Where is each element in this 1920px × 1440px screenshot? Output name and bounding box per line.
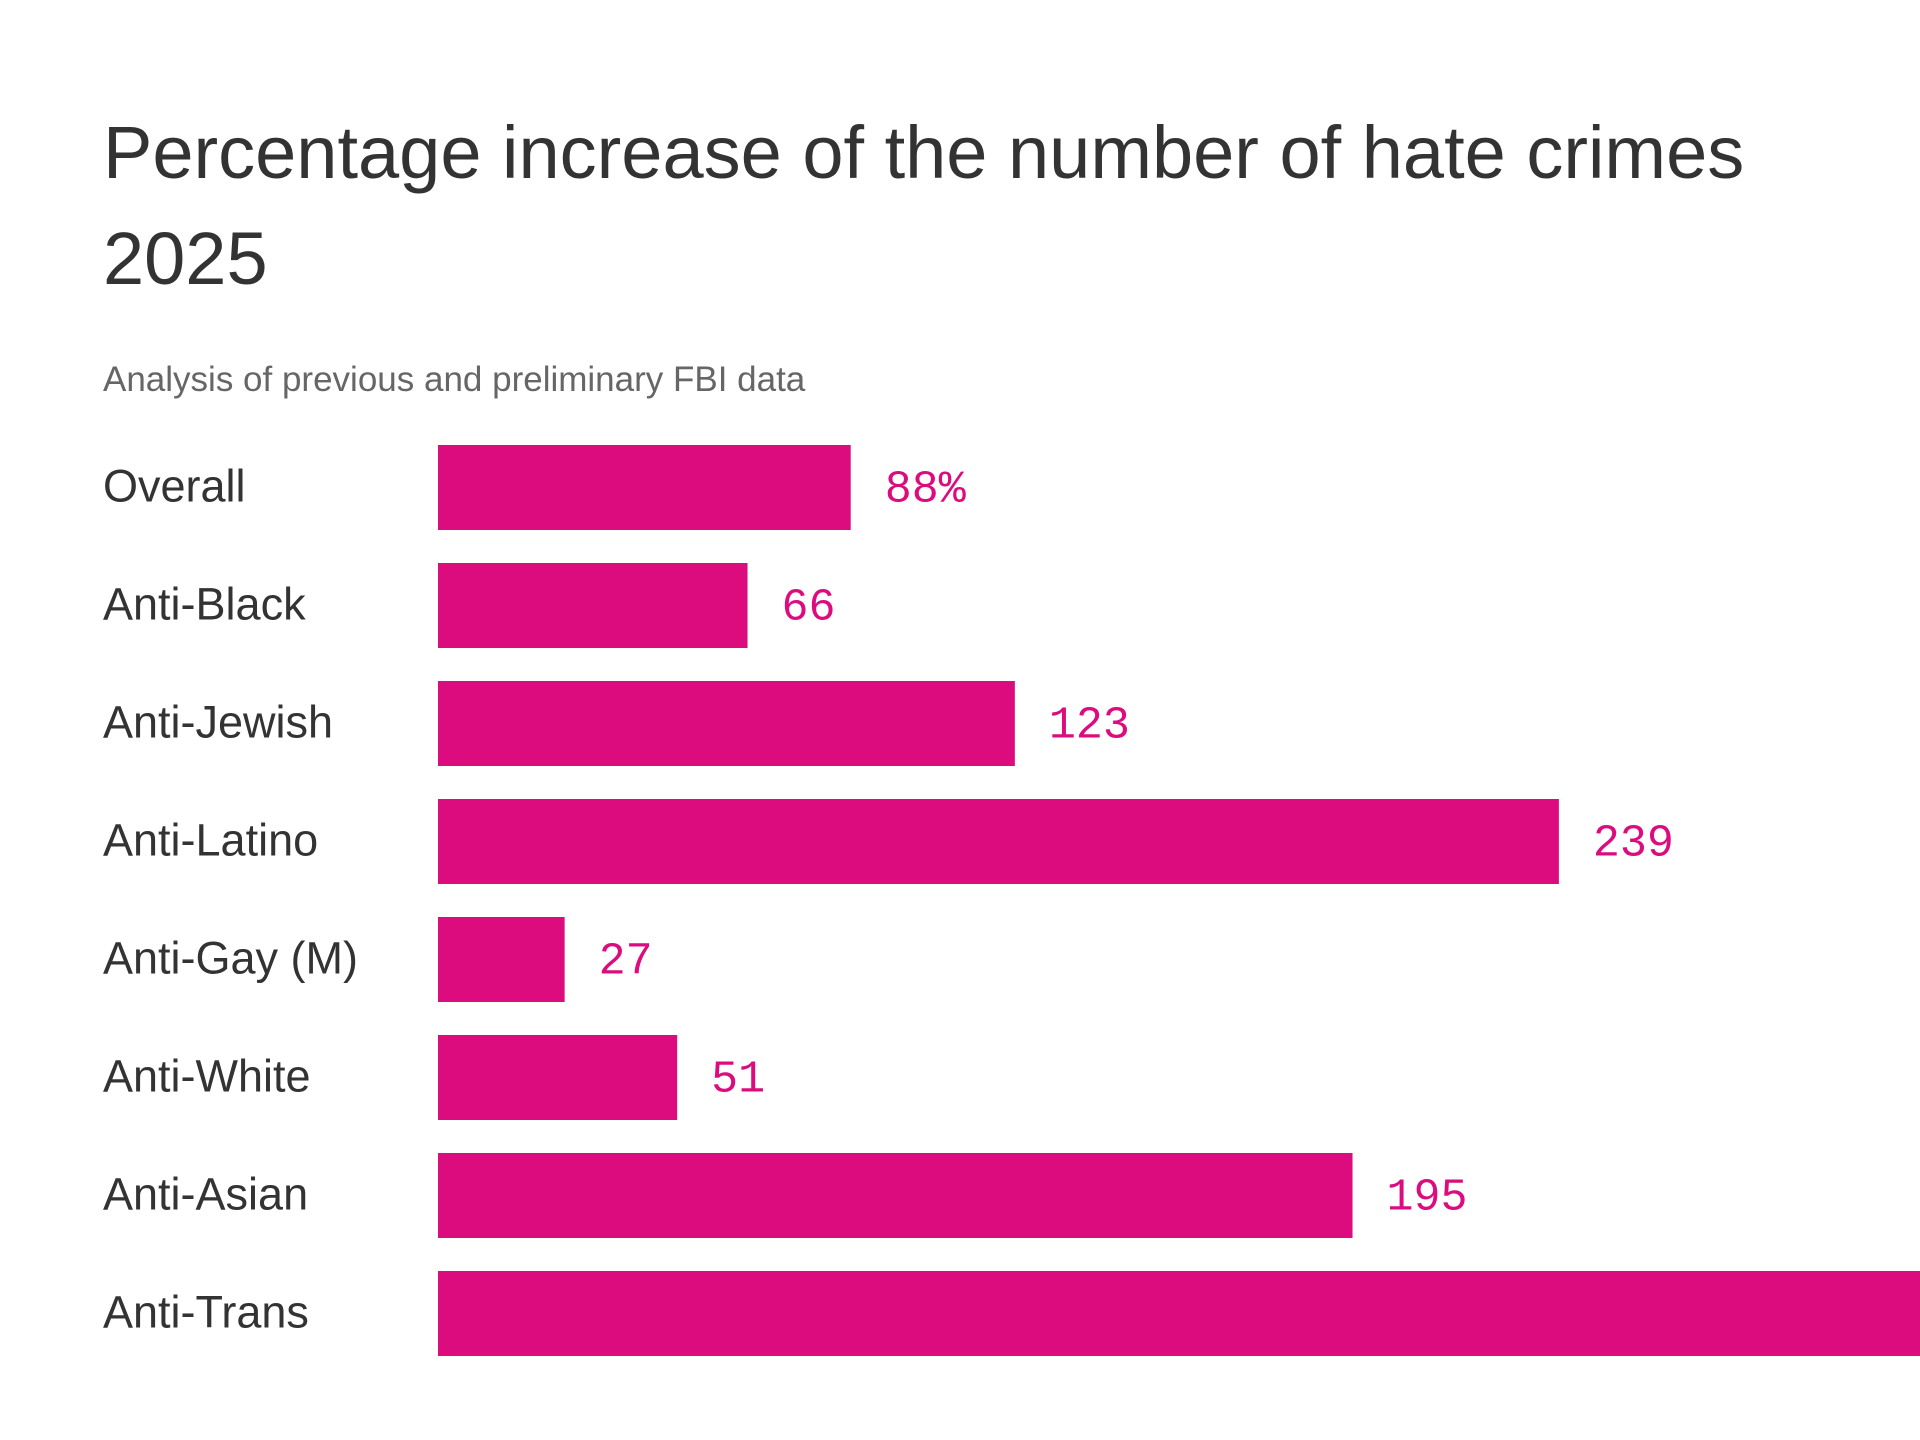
- category-label: Overall: [103, 460, 246, 511]
- bar: [438, 917, 565, 1002]
- value-label: 88%: [885, 464, 967, 515]
- value-label: 123: [1049, 700, 1130, 751]
- chart-subtitle: Analysis of previous and preliminary FBI…: [103, 360, 806, 399]
- bar: [438, 445, 851, 530]
- bar: [438, 1153, 1353, 1238]
- value-label: 66: [782, 582, 836, 633]
- category-label: Anti-Jewish: [103, 696, 333, 747]
- category-label: Anti-Asian: [103, 1168, 308, 1219]
- chart-title: Percentage increase of the number of hat…: [103, 111, 1745, 300]
- bar: [438, 563, 748, 648]
- category-label: Anti-Latino: [103, 814, 318, 865]
- value-label: 51: [711, 1054, 765, 1105]
- category-label: Anti-Black: [103, 578, 306, 629]
- category-label: Anti-Trans: [103, 1286, 309, 1337]
- bar: [438, 1271, 1920, 1356]
- value-label: 239: [1593, 818, 1674, 869]
- bar: [438, 681, 1015, 766]
- bar: [438, 1035, 678, 1120]
- category-label: Anti-Gay (M): [103, 932, 358, 983]
- value-label: 27: [599, 936, 653, 987]
- bar: [438, 799, 1559, 884]
- value-label: 195: [1387, 1172, 1468, 1223]
- category-label: Anti-White: [103, 1050, 311, 1101]
